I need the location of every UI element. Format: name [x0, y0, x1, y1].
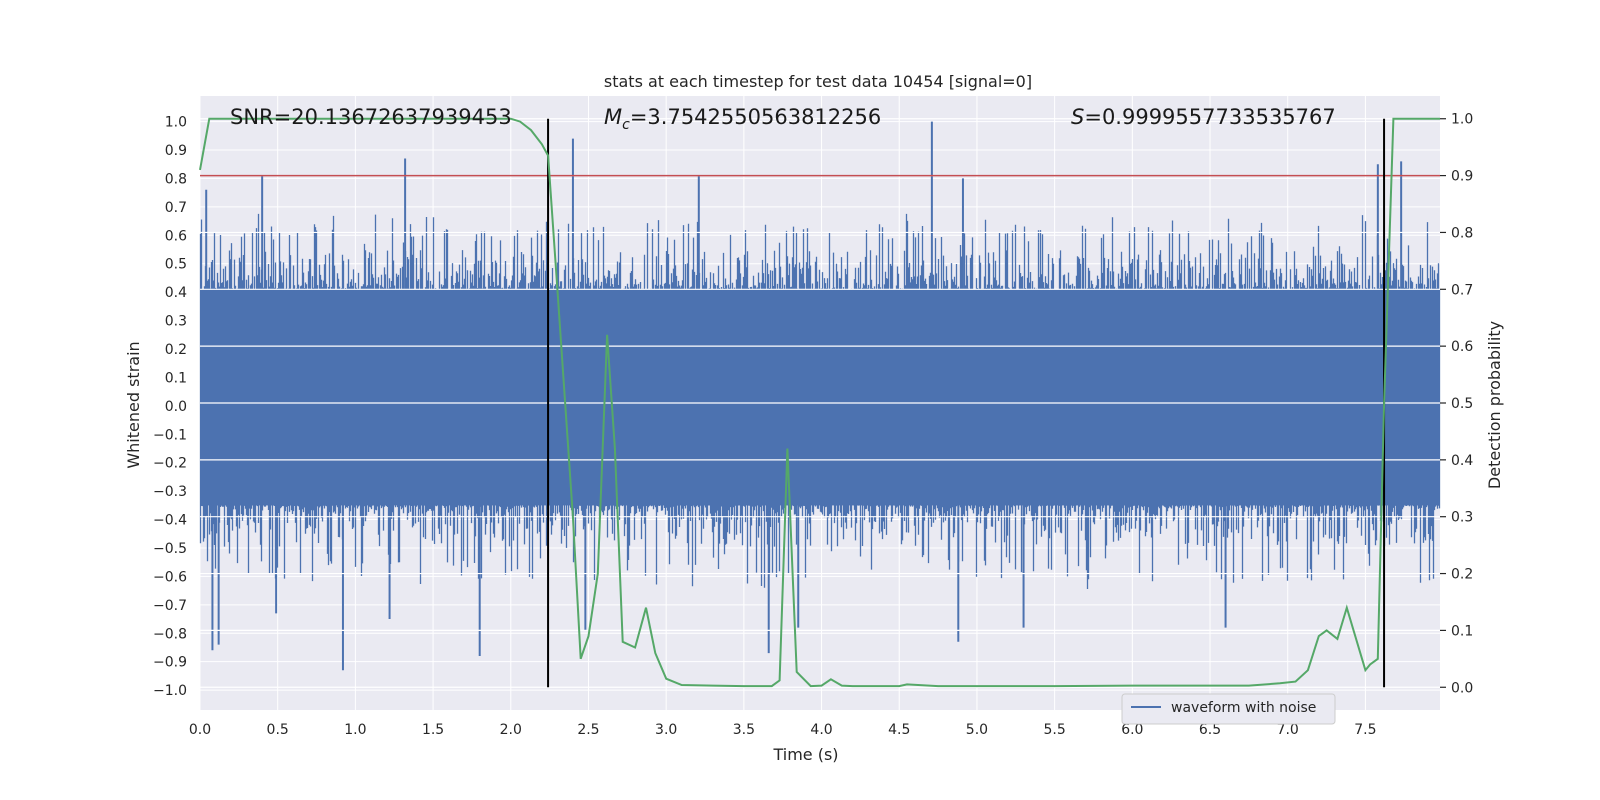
y-tick-label-20: −1.0 — [153, 683, 187, 699]
y-tick-label-10: 0.0 — [165, 399, 187, 415]
x-tick-label-9: 4.5 — [888, 722, 910, 738]
score-annotation: S=0.9999557733535767 — [1071, 105, 1336, 129]
y-tick-label-2: 0.8 — [165, 171, 187, 187]
y2-tick-label-1: 0.9 — [1451, 169, 1473, 185]
y-tick-label-7: 0.3 — [165, 314, 187, 330]
x-tick-label-2: 1.0 — [344, 722, 366, 738]
chart-title: stats at each timestep for test data 104… — [604, 72, 1032, 91]
y2-axis-label: Detection probability — [1485, 321, 1504, 489]
y2-axis-ticks: 1.0 0.9 0.8 0.7 0.6 0.5 0.4 0.3 0.2 0.1 0.0 — [1440, 112, 1473, 696]
x-tick-label-3: 1.5 — [422, 722, 444, 738]
legend: waveform with noise — [1121, 693, 1336, 725]
x-tick-label-8: 4.0 — [810, 722, 832, 738]
x-axis-ticks: 0.0 0.5 1.0 1.5 2.0 2.5 3.0 3.5 4.0 4.5 5.0 5.5 6.0 6… — [189, 722, 1377, 738]
y-tick-label-0: 1.0 — [165, 115, 187, 131]
y-tick-label-17: −0.7 — [153, 598, 187, 614]
waveform-with-noise-series — [199, 121, 1441, 671]
y2-tick-label-4: 0.6 — [1451, 339, 1473, 355]
y-tick-label-18: −0.8 — [153, 626, 187, 642]
y-tick-label-19: −0.9 — [153, 655, 187, 671]
detection-probability-series — [199, 117, 1440, 688]
y2-tick-label-8: 0.2 — [1451, 567, 1473, 583]
detection-probability-line — [199, 117, 1440, 688]
x-tick-label-5: 2.5 — [577, 722, 599, 738]
chirp-mass-subscript: c — [622, 117, 630, 133]
y-axis-label: Whitened strain — [124, 341, 143, 468]
x-tick-label-14: 7.0 — [1277, 722, 1299, 738]
y2-tick-label-9: 0.1 — [1451, 623, 1473, 639]
score-symbol: S — [1071, 105, 1084, 129]
x-tick-label-13: 6.5 — [1199, 722, 1221, 738]
y2-tick-label-5: 0.5 — [1451, 396, 1473, 412]
y-tick-label-13: −0.3 — [153, 484, 187, 500]
y2-tick-label-3: 0.7 — [1451, 282, 1473, 298]
y2-tick-label-2: 0.8 — [1451, 225, 1473, 241]
x-tick-label-11: 5.5 — [1044, 722, 1066, 738]
y-axis-ticks: 1.0 0.9 0.8 0.7 0.6 0.5 0.4 0.3 0.2 0.1 0.0 −0.1 −0.… — [153, 115, 187, 700]
x-tick-label-6: 3.0 — [655, 722, 677, 738]
chirp-mass-symbol: M — [604, 105, 622, 129]
x-tick-label-10: 5.0 — [966, 722, 988, 738]
y-tick-label-5: 0.5 — [165, 257, 187, 273]
y-tick-label-8: 0.2 — [165, 342, 187, 358]
legend-label: waveform with noise — [1171, 700, 1316, 716]
chirp-mass-value: =3.7542550563812256 — [630, 105, 881, 129]
y-tick-label-3: 0.7 — [165, 200, 187, 216]
y-tick-label-6: 0.4 — [165, 285, 187, 301]
x-axis-label: Time (s) — [772, 745, 838, 764]
y2-tick-label-7: 0.3 — [1451, 510, 1473, 526]
y-tick-label-4: 0.6 — [165, 228, 187, 244]
score-value: =0.9999557733535767 — [1084, 105, 1335, 129]
y-tick-label-9: 0.1 — [165, 370, 187, 386]
x-tick-label-12: 6.0 — [1121, 722, 1143, 738]
x-tick-label-7: 3.5 — [733, 722, 755, 738]
snr-annotation: SNR=20.13672637939453 — [230, 105, 512, 129]
y-tick-label-1: 0.9 — [165, 143, 187, 159]
y2-tick-label-10: 0.0 — [1451, 680, 1473, 696]
waveform-core — [200, 289, 1440, 506]
x-tick-label-4: 2.0 — [500, 722, 522, 738]
x-tick-label-15: 7.5 — [1354, 722, 1376, 738]
y2-tick-label-0: 1.0 — [1451, 112, 1473, 128]
chirp-mass-annotation: Mc=3.7542550563812256 — [604, 105, 881, 133]
y2-tick-label-6: 0.4 — [1451, 453, 1473, 469]
x-tick-label-0: 0.0 — [189, 722, 211, 738]
legend-box — [1121, 693, 1336, 725]
y-tick-label-15: −0.5 — [153, 541, 187, 557]
y-tick-label-16: −0.6 — [153, 569, 187, 585]
y-tick-label-11: −0.1 — [153, 427, 187, 443]
y-tick-label-12: −0.2 — [153, 456, 187, 472]
x-tick-label-1: 0.5 — [267, 722, 289, 738]
y-tick-label-14: −0.4 — [153, 513, 187, 529]
